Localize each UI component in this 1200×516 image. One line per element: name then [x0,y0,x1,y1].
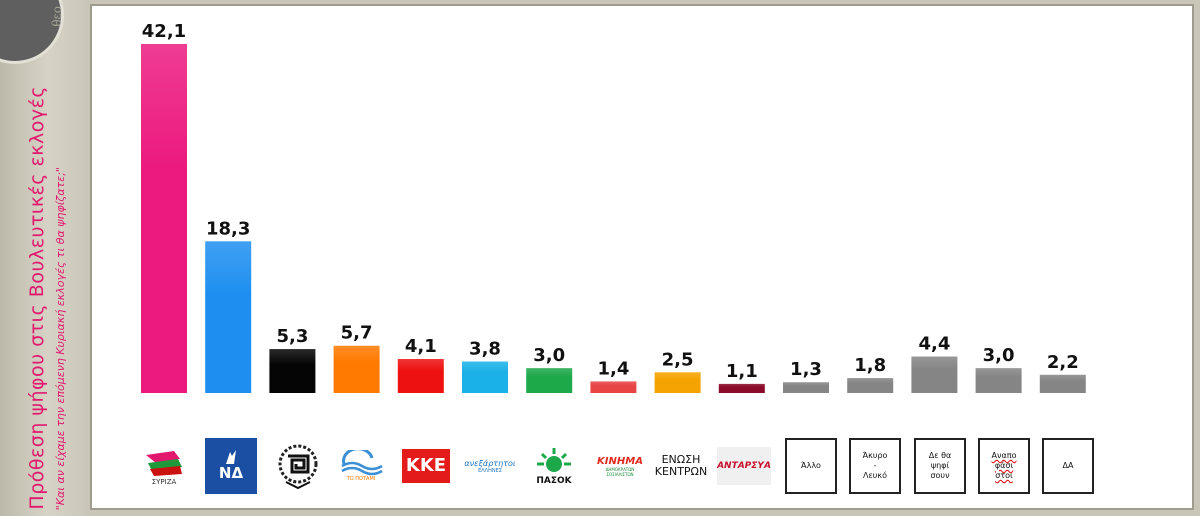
logo-golden-dawn [272,438,324,494]
wont-vote-label-2: ψηφί [930,461,950,470]
anel-logo-sublabel: ΕΛΛΗΝΕΣ [478,467,502,474]
syriza-logo-label: ΣΥΡΙΖΑ [151,477,177,486]
bar-1 [205,241,252,393]
chart-panel: 42,1 18,3 5,3 5,7 4,1 3,8 3,0 1,4 2,5 1,1 1,3 1,8 4,… [90,4,1194,510]
sidebar: θεο Πρόθεση ψήφου στις Βουλευτικές εκλογ… [0,0,86,516]
invalid-label-1: Άκυρο [862,451,888,460]
bar-9 [718,383,765,393]
bar-4 [397,359,444,393]
bar-3 [333,345,380,393]
logo-undecided: Αναπο φάσι στοι [978,438,1030,494]
bar-value-label-5: 3,8 [469,338,501,359]
bar-8 [654,372,701,393]
wont-vote-label-3: σουν [930,471,950,480]
bar-10 [783,382,829,393]
logo-kke: ΚΚΕ [400,438,452,494]
bar-value-label-1: 18,3 [206,218,250,239]
logo-invalid-blank: Άκυρο - Λευκό [849,438,901,494]
logo-pasok: ΠΑΣΟΚ [528,438,580,494]
undecided-label-2: φάσι [994,461,1014,470]
bar-11 [847,378,894,393]
sidebar-title: Πρόθεση ψήφου στις Βουλευτικές εκλογές [26,86,48,510]
bar-value-label-4: 4,1 [405,336,437,357]
invalid-label-2: - [873,461,877,470]
bar-13 [975,368,1022,393]
logo-potami: ΤΟ ΠΟΤΑΜΙ [335,438,387,494]
bar-0 [141,44,187,393]
bar-value-label-3: 5,7 [341,323,373,344]
corner-text: θεο [50,6,64,27]
torch-icon [226,450,236,464]
wont-vote-label-1: Δε θα [928,451,952,460]
potami-logo-label: ΤΟ ΠΟΤΑΜΙ [346,476,376,482]
logo-no-answer: ΔΑ [1042,438,1094,494]
bar-6 [526,368,573,393]
logo-antarsya: ΑΝΤΑΡΣΥΑ [716,438,772,494]
enosi-logo-label-2: ΚΕΝΤΡΩΝ [654,465,708,478]
logo-kinima: ΚΙΝΗΜΑ ΔΗΜΟΚΡΑΤΩΝ ΣΟΣΙΑΛΙΣΤΩΝ [592,438,648,494]
bar-12 [911,356,958,393]
bar-2 [269,349,316,393]
undecided-label-1: Αναπο [991,451,1017,460]
logo-syriza: ΣΥΡΙΖΑ [138,438,190,494]
bar-5 [462,361,508,393]
sidebar-subtitle: "Και αν είχαμε την επόμενη Κυριακή εκλογ… [54,166,67,510]
kinima-logo-sublabel: ΔΗΜΟΚΡΑΤΩΝ ΣΟΣΙΑΛΙΣΤΩΝ [605,466,635,477]
meander-wreath-icon [278,444,318,490]
no-answer-label: ΔΑ [1062,461,1074,470]
kke-logo-label: ΚΚΕ [402,449,450,483]
anel-logo-label: ανεξάρτητοι [464,458,516,468]
bar-value-label-0: 42,1 [142,21,186,42]
invalid-label-3: Λευκό [862,471,888,480]
bar-value-label-13: 3,0 [983,345,1015,366]
sidebar-title-wrap: Πρόθεση ψήφου στις Βουλευτικές εκλογές "… [0,40,86,510]
logo-other: Άλλο [785,438,837,494]
bar-14 [1039,374,1086,393]
kinima-logo-label: ΚΙΝΗΜΑ [597,455,643,467]
undecided-label-3: στοι [995,471,1013,480]
enosi-logo-label-1: ΕΝΩΣΗ [661,453,701,466]
bar-value-label-6: 3,0 [533,345,565,366]
other-label: Άλλο [801,461,821,470]
bar-7 [590,381,637,393]
logo-anel: ανεξάρτητοι ΕΛΛΗΝΕΣ [464,438,516,494]
bar-value-label-12: 4,4 [918,334,950,355]
logo-wont-vote: Δε θα ψηφί σουν [914,438,966,494]
bar-value-label-2: 5,3 [276,326,308,347]
bar-value-label-14: 2,2 [1047,352,1079,373]
bar-value-label-10: 1,3 [790,359,822,380]
bar-value-label-9: 1,1 [726,361,758,382]
pasok-logo-label: ΠΑΣΟΚ [536,476,572,486]
syriza-flag-icon [146,450,182,476]
bar-chart: 42,1 18,3 5,3 5,7 4,1 3,8 3,0 1,4 2,5 1,1 1,3 1,8 4,… [141,21,1086,393]
river-waves-icon [341,450,383,476]
logo-nd: ΝΔ [205,438,257,494]
bar-value-label-8: 2,5 [662,349,694,370]
bar-value-label-11: 1,8 [854,355,886,376]
bar-value-label-7: 1,4 [597,358,629,379]
nd-logo-label: ΝΔ [218,464,244,482]
logo-enosi-kentroon: ΕΝΩΣΗ ΚΕΝΤΡΩΝ [652,438,710,494]
antarsya-logo-label: ΑΝΤΑΡΣΥΑ [717,461,771,471]
sun-icon [537,448,571,472]
